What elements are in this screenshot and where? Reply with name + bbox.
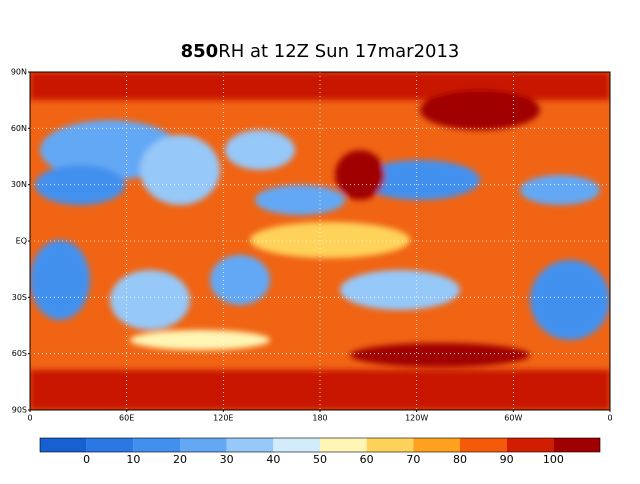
colorbar-label: 20 (173, 453, 187, 466)
colorbar-box (40, 438, 87, 452)
title-rest: RH at 12Z Sun 17mar2013 (218, 41, 459, 62)
colorbar-label: 10 (126, 453, 140, 466)
colorbar-label: 0 (83, 453, 90, 466)
lat-label: 60S (12, 349, 27, 358)
graticule (30, 72, 610, 410)
colorbar-box (506, 438, 554, 452)
lat-label: 30S (12, 293, 27, 302)
colorbar-label: 30 (220, 453, 234, 466)
lat-label: EQ (16, 237, 27, 246)
colorbar-label: 90 (500, 453, 514, 466)
colorbar-box (320, 438, 367, 452)
lat-label: 90N (11, 68, 27, 77)
lon-label: 180 (312, 414, 327, 423)
lat-label: 90S (12, 406, 27, 415)
colorbar-label: 40 (266, 453, 280, 466)
colorbar-label: 60 (360, 453, 374, 466)
lon-label: 120W (405, 414, 428, 423)
colorbar-box (273, 438, 320, 452)
colorbar-box (86, 438, 134, 452)
lat-label: 60N (11, 124, 27, 133)
colorbar-label: 80 (453, 453, 467, 466)
colorbar-box (460, 438, 507, 452)
colorbar-label: 50 (313, 453, 327, 466)
lon-label: 0 (27, 414, 32, 423)
colorbar-label: 70 (406, 453, 420, 466)
lat-label: 30N (11, 180, 27, 189)
colorbar-frame (39, 437, 601, 453)
lon-label: 0 (607, 414, 612, 423)
colorbar-box (133, 438, 180, 452)
colorbar-box (413, 438, 460, 452)
title: 850RH at 12Z Sun 17mar2013 (181, 41, 460, 62)
lon-label: 120E (213, 414, 233, 423)
lon-label: 60W (504, 414, 522, 423)
colorbar-box (366, 438, 414, 452)
colorbar-label: 100 (543, 453, 564, 466)
colorbar-box (226, 438, 274, 452)
lon-label: 60E (119, 414, 134, 423)
colorbar-box (553, 438, 600, 452)
title-bold: 850 (181, 41, 219, 62)
colorbar-box (180, 438, 227, 452)
